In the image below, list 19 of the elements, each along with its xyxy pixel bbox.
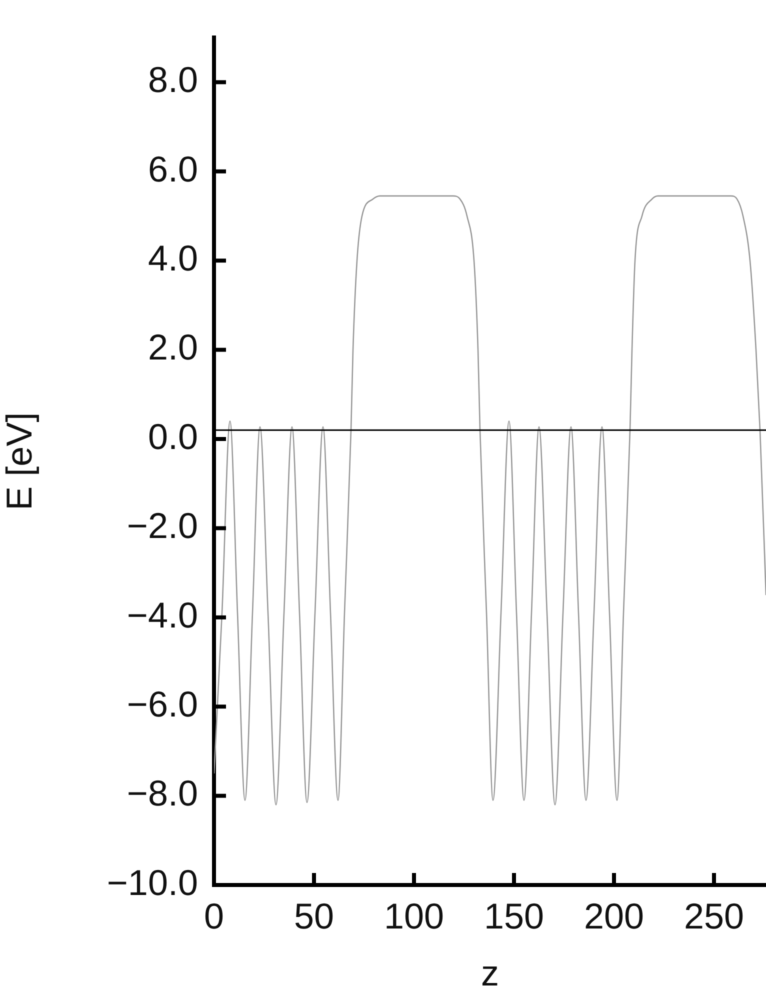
x-axis-title: z bbox=[481, 952, 499, 994]
x-tick-label: 0 bbox=[204, 896, 224, 937]
y-tick-label: 0.0 bbox=[148, 416, 198, 457]
y-tick-label: −4.0 bbox=[126, 594, 198, 636]
line-series bbox=[214, 195, 766, 806]
y-tick-label: −10.0 bbox=[106, 862, 198, 903]
x-tick-label: 50 bbox=[294, 896, 334, 937]
x-tick-label: 250 bbox=[684, 896, 744, 937]
x-tick-label: 150 bbox=[484, 896, 544, 937]
y-tick-label: 4.0 bbox=[148, 238, 198, 279]
y-tick-label: −2.0 bbox=[126, 505, 198, 546]
y-tick-label: 6.0 bbox=[148, 148, 198, 190]
y-axis-title: E [eV] bbox=[0, 412, 40, 510]
y-tick-label: −8.0 bbox=[126, 772, 198, 814]
x-tick-label: 100 bbox=[384, 896, 444, 937]
y-tick-label: 2.0 bbox=[148, 326, 198, 368]
y-tick-label: −6.0 bbox=[126, 684, 198, 725]
y-tick-label: 8.0 bbox=[148, 59, 198, 100]
x-tick-label: 200 bbox=[584, 896, 644, 937]
